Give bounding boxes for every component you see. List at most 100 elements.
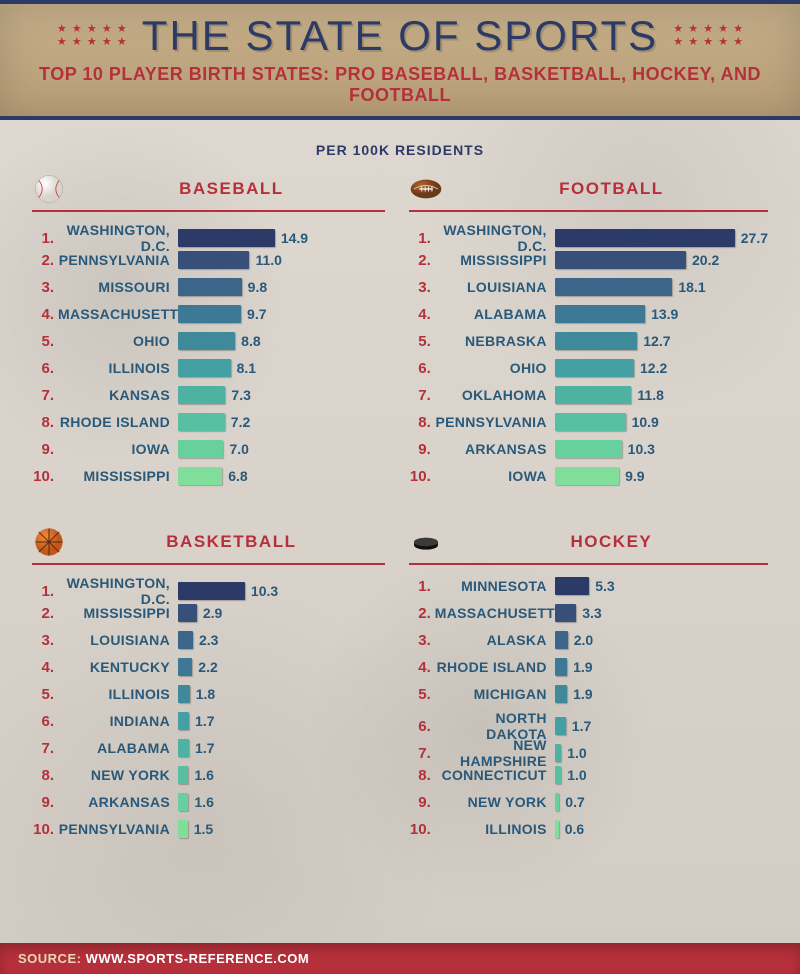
- rank: 7.: [32, 387, 54, 404]
- bar: [555, 766, 561, 784]
- table-row: 2.MISSISSIPPI2.9: [32, 602, 385, 624]
- source-label: SOURCE:: [18, 951, 81, 966]
- table-row: 3.LOUISIANA18.1: [409, 276, 768, 298]
- bar-wrap: 1.5: [178, 819, 385, 839]
- value-label: 1.9: [573, 659, 592, 675]
- bar-wrap: 8.1: [178, 358, 385, 378]
- value-label: 1.5: [194, 821, 213, 837]
- table-row: 4.MASSACHUSETTS9.7: [32, 303, 385, 325]
- rank: 2.: [409, 252, 431, 269]
- state-label: KANSAS: [58, 387, 174, 403]
- state-label: ALABAMA: [435, 306, 551, 322]
- bar-wrap: 1.7: [178, 711, 385, 731]
- value-label: 2.2: [198, 659, 217, 675]
- state-label: PENNSYLVANIA: [58, 821, 174, 837]
- bar: [555, 278, 673, 296]
- value-label: 1.6: [194, 767, 213, 783]
- value-label: 1.0: [567, 745, 586, 761]
- table-row: 8.RHODE ISLAND7.2: [32, 411, 385, 433]
- state-label: ILLINOIS: [58, 360, 174, 376]
- table-row: 3.MISSOURI9.8: [32, 276, 385, 298]
- rank: 6.: [32, 360, 54, 377]
- rank: 3.: [409, 632, 431, 649]
- state-label: ARKANSAS: [435, 441, 551, 457]
- table-row: 2.MISSISSIPPI20.2: [409, 249, 768, 271]
- panel-hockey: HOCKEY1.MINNESOTA5.32.MASSACHUSETTS3.33.…: [409, 525, 768, 840]
- value-label: 9.7: [247, 306, 266, 322]
- bar-wrap: 18.1: [555, 277, 768, 297]
- bar: [555, 413, 626, 431]
- bar-wrap: 7.2: [178, 412, 385, 432]
- bar: [178, 278, 242, 296]
- bar: [178, 712, 189, 730]
- bar-wrap: 1.7: [178, 738, 385, 758]
- table-row: 1.WASHINGTON, D.C.27.7: [409, 222, 768, 244]
- state-label: ILLINOIS: [58, 686, 174, 702]
- table-row: 7.NEW HAMPSHIRE1.0: [409, 737, 768, 759]
- bar: [555, 631, 568, 649]
- table-row: 2.PENNSYLVANIA11.0: [32, 249, 385, 271]
- bar: [178, 793, 188, 811]
- table-row: 7.OKLAHOMA11.8: [409, 384, 768, 406]
- bar-wrap: 2.3: [178, 630, 385, 650]
- value-label: 11.0: [255, 252, 281, 268]
- bar-wrap: 2.9: [178, 603, 385, 623]
- rank: 1.: [32, 230, 54, 247]
- bar-wrap: 10.9: [555, 412, 768, 432]
- panel-football: FOOTBALL1.WASHINGTON, D.C.27.72.MISSISSI…: [409, 172, 768, 487]
- state-label: LOUISIANA: [58, 632, 174, 648]
- state-label: OKLAHOMA: [435, 387, 551, 403]
- value-label: 1.7: [572, 718, 591, 734]
- bar: [178, 440, 223, 458]
- bar: [178, 332, 235, 350]
- rank: 5.: [32, 333, 54, 350]
- stars-right: ★★★★★ ★★★★★: [672, 24, 744, 48]
- rank: 2.: [32, 605, 54, 622]
- table-row: 1.WASHINGTON, D.C.14.9: [32, 222, 385, 244]
- rank: 6.: [409, 360, 431, 377]
- table-row: 3.LOUISIANA2.3: [32, 629, 385, 651]
- state-label: INDIANA: [58, 713, 174, 729]
- rank: 10.: [409, 468, 431, 485]
- bar-wrap: 14.9: [178, 228, 385, 248]
- state-label: IOWA: [58, 441, 174, 457]
- bar: [178, 820, 188, 838]
- bar: [555, 604, 576, 622]
- page-title: THE STATE OF SPORTS: [142, 12, 658, 60]
- bar: [178, 658, 192, 676]
- bar-wrap: 7.0: [178, 439, 385, 459]
- subtitle: TOP 10 PLAYER BIRTH STATES: PRO BASEBALL…: [0, 64, 800, 106]
- bar-wrap: 0.6: [555, 819, 768, 839]
- bar-wrap: 1.0: [555, 765, 768, 785]
- bar: [555, 467, 619, 485]
- rank: 10.: [32, 468, 54, 485]
- value-label: 14.9: [281, 230, 308, 246]
- state-label: MISSISSIPPI: [58, 468, 174, 484]
- value-label: 1.6: [194, 794, 213, 810]
- bar: [178, 631, 193, 649]
- value-label: 7.2: [231, 414, 250, 430]
- bar-wrap: 2.2: [178, 657, 385, 677]
- table-row: 9.ARKANSAS10.3: [409, 438, 768, 460]
- football-icon: [409, 172, 443, 206]
- rank: 3.: [32, 632, 54, 649]
- table-row: 5.MICHIGAN1.9: [409, 683, 768, 705]
- bar: [555, 744, 561, 762]
- bar-wrap: 5.3: [555, 576, 768, 596]
- source-url: WWW.SPORTS-REFERENCE.COM: [86, 951, 310, 966]
- bar: [555, 359, 634, 377]
- bar: [555, 793, 560, 811]
- bar-wrap: 1.9: [555, 657, 768, 677]
- stars-left: ★★★★★ ★★★★★: [56, 24, 128, 48]
- bar: [555, 305, 645, 323]
- state-label: ILLINOIS: [435, 821, 551, 837]
- value-label: 1.8: [196, 686, 215, 702]
- sport-title: HOCKEY: [571, 532, 653, 552]
- state-label: CONNECTICUT: [435, 767, 551, 783]
- state-label: NEW YORK: [435, 794, 551, 810]
- table-row: 6.NORTH DAKOTA1.7: [409, 710, 768, 732]
- rank: 4.: [32, 659, 54, 676]
- rank: 4.: [409, 306, 431, 323]
- bar-wrap: 12.7: [555, 331, 768, 351]
- bar-wrap: 1.0: [555, 743, 768, 763]
